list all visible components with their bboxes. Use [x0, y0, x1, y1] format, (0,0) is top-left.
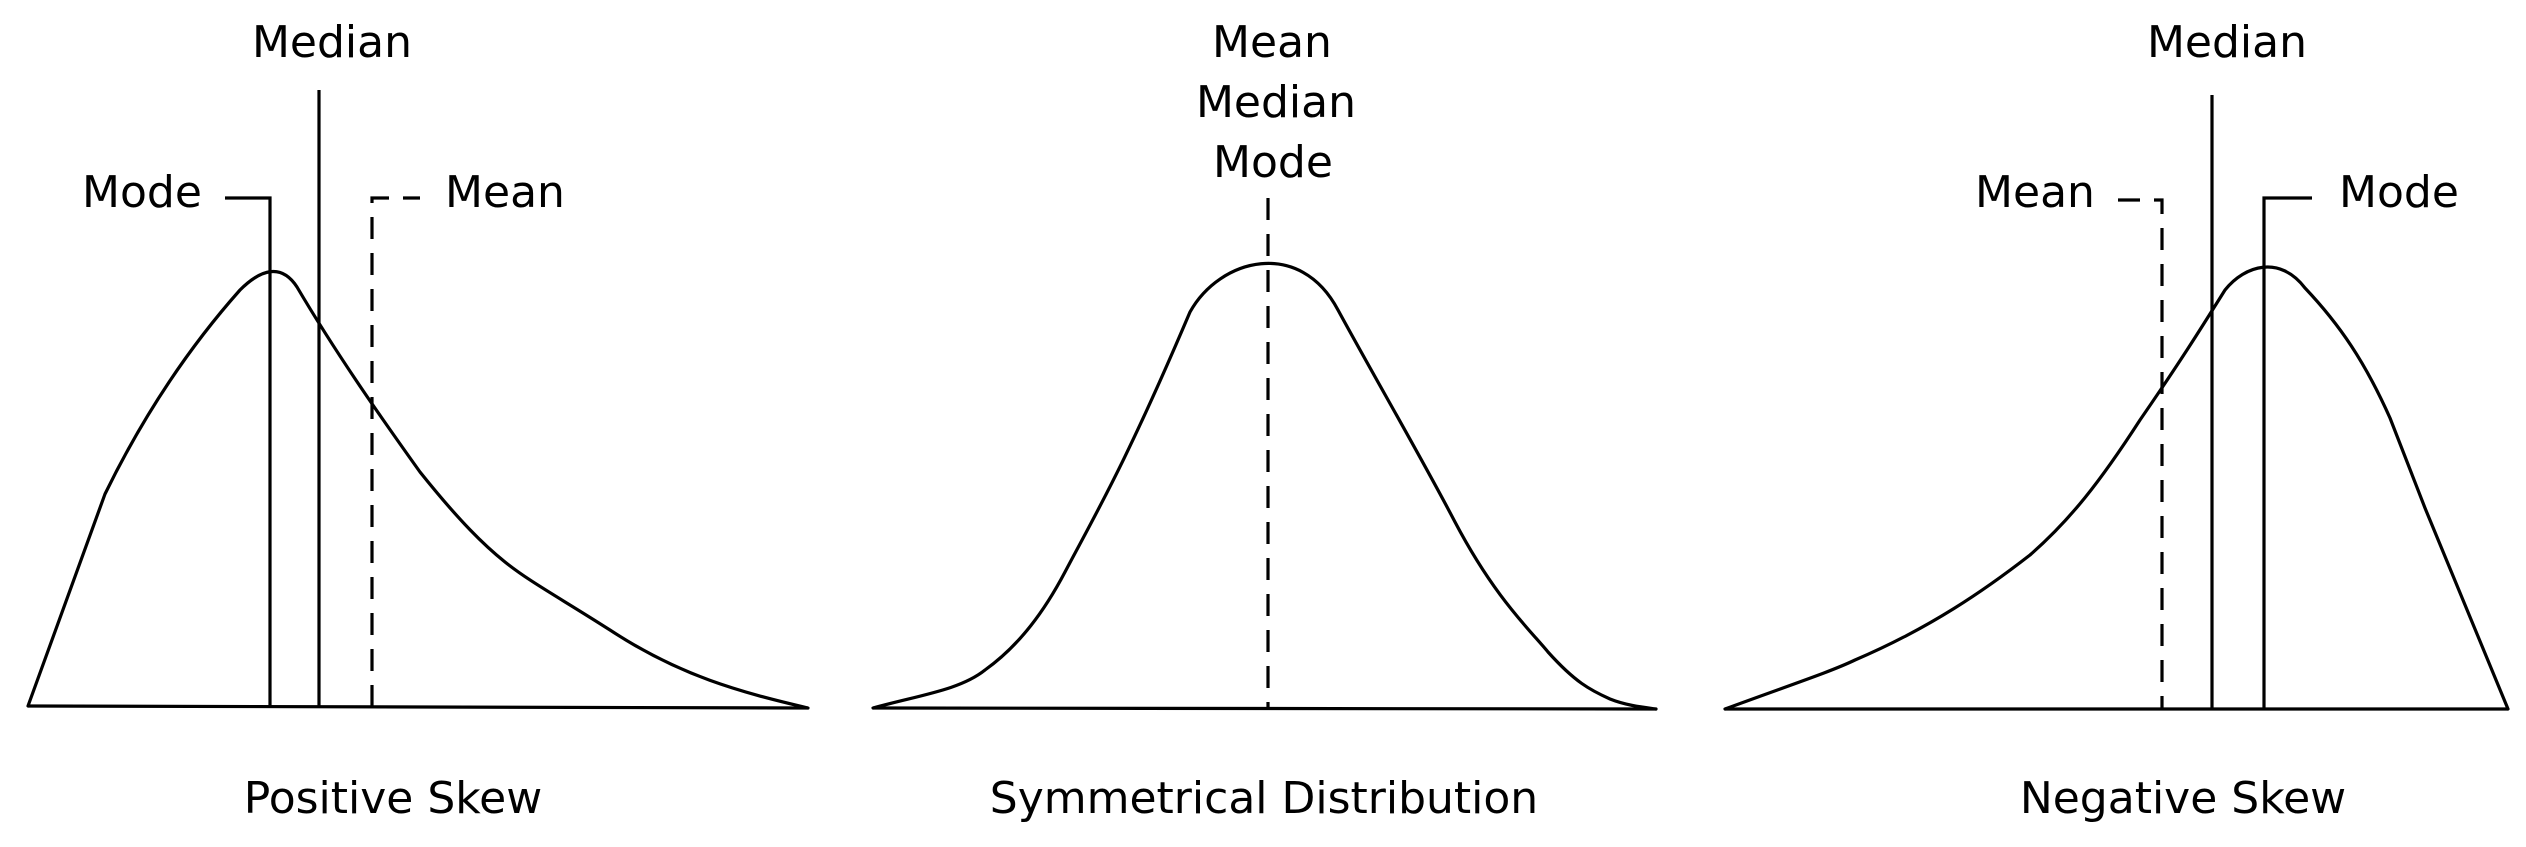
curve-positive-skew [28, 272, 808, 708]
caption-negative-skew: Negative Skew [2020, 773, 2346, 824]
panel-symmetrical-distribution: Mean Median Mode Symmetrical Distributio… [873, 17, 1656, 824]
caption-symmetrical-distribution: Symmetrical Distribution [990, 773, 1538, 824]
mode-label-negative: Mode [2339, 167, 2459, 218]
panel-negative-skew: Mean Median Mode Negative Skew [1725, 17, 2508, 824]
mean-marker-negative [2118, 200, 2162, 709]
curve-symmetric [873, 263, 1656, 709]
mode-label-symmetric: Mode [1213, 137, 1333, 188]
baseline-positive [28, 706, 808, 708]
mean-label-negative: Mean [1975, 167, 2095, 218]
curve-negative-skew [1725, 267, 2508, 709]
caption-positive-skew: Positive Skew [244, 773, 543, 824]
panel-positive-skew: Mode Median Mean Positive Skew [28, 17, 808, 824]
median-label-symmetric: Median [1196, 77, 1356, 128]
mean-label-positive: Mean [445, 167, 565, 218]
mean-label-symmetric: Mean [1212, 17, 1332, 68]
median-label-negative: Median [2147, 17, 2307, 68]
mode-marker-negative [2264, 198, 2312, 709]
median-label-positive: Median [252, 17, 412, 68]
mode-label-positive: Mode [82, 167, 202, 218]
mean-marker-positive [372, 198, 420, 707]
baseline-symmetric [873, 708, 1656, 709]
